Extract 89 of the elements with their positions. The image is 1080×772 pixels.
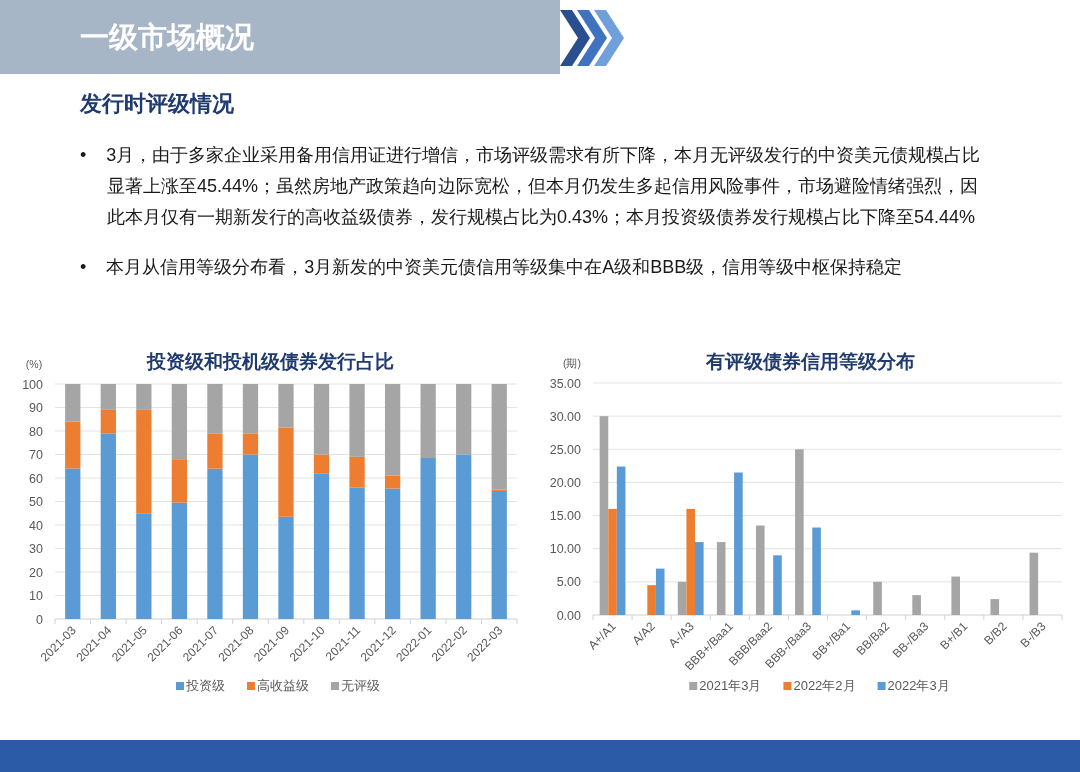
bar	[278, 384, 294, 428]
bar	[420, 458, 436, 619]
legend-label: 高收益级	[257, 678, 309, 693]
y-tick-label: 0.00	[556, 608, 582, 623]
y-tick-label: 35.00	[549, 376, 582, 391]
y-tick-label: 20	[29, 565, 44, 580]
bar	[951, 576, 960, 615]
bar	[773, 555, 782, 615]
bar	[207, 468, 223, 619]
bar	[278, 427, 294, 517]
bar	[1029, 552, 1039, 615]
bar	[100, 433, 116, 619]
text: 一级市场概况	[80, 20, 254, 55]
bar	[171, 502, 188, 619]
legend-label: 2021年3月	[699, 678, 762, 693]
bar	[65, 384, 81, 422]
bar	[647, 585, 656, 615]
bar	[100, 384, 116, 410]
y-axis-title: (期)	[563, 357, 581, 369]
text: 发行时评级情况	[80, 90, 234, 118]
y-tick-label: 10	[29, 589, 44, 603]
legend-label: 投资级	[185, 678, 225, 693]
chart-title: 有评级债券信用等级分布	[704, 351, 915, 372]
y-tick-label: 5.00	[556, 575, 582, 590]
y-tick-label: 10.00	[549, 542, 582, 557]
bar	[716, 542, 726, 615]
y-tick-label: 25.00	[549, 442, 582, 457]
bar	[207, 433, 223, 469]
bar	[599, 416, 609, 615]
legend-label: 2022年2月	[793, 678, 856, 693]
y-tick-label: 100	[22, 377, 44, 392]
y-tick-label: 40	[29, 518, 44, 533]
y-tick-label: 20.00	[549, 475, 582, 490]
bar	[242, 433, 259, 455]
y-tick-label: 0	[36, 612, 44, 627]
bar	[100, 409, 116, 434]
bar	[851, 610, 860, 615]
bar	[456, 454, 472, 619]
bar	[734, 472, 743, 615]
text: • 本月从信用等级分布看，3月新发的中资美元债信用等级集中在A级和BBB级，信用等级中枢保持稳定	[80, 256, 904, 279]
bar	[491, 384, 507, 490]
bar	[912, 595, 921, 615]
bar	[65, 468, 81, 619]
y-tick-label: 60	[29, 471, 44, 486]
bar	[313, 454, 330, 474]
bar	[695, 542, 704, 615]
y-tick-label: 50	[29, 495, 44, 509]
bar	[491, 490, 507, 619]
bar	[420, 384, 436, 459]
bar	[990, 599, 1000, 615]
y-tick-label: 90	[29, 401, 44, 415]
bar	[384, 384, 401, 476]
y-tick-label: 70	[29, 448, 44, 462]
y-axis-title: (%)	[25, 358, 43, 370]
bar	[616, 466, 626, 615]
bar	[313, 473, 330, 619]
bar	[608, 508, 617, 615]
bar	[812, 527, 821, 615]
legend-label: 2022年3月	[887, 678, 950, 693]
bar	[136, 513, 152, 619]
bar	[313, 384, 330, 455]
bar	[349, 384, 365, 457]
bar	[384, 475, 401, 489]
y-tick-label: 30	[29, 542, 44, 556]
bar	[349, 487, 365, 619]
bar	[136, 409, 152, 514]
chart-title: 投资级和投机级债券发行占比	[145, 351, 394, 372]
bar	[655, 568, 665, 615]
bar	[349, 456, 365, 488]
bar	[65, 421, 81, 469]
legend-label: 无评级	[341, 678, 380, 693]
bar	[795, 449, 804, 615]
y-tick-label: 80	[29, 424, 44, 439]
bar	[456, 384, 472, 455]
bar	[242, 454, 259, 619]
y-tick-label: 15.00	[549, 509, 582, 524]
bar	[207, 384, 223, 434]
bar	[755, 525, 765, 615]
bar	[873, 581, 882, 615]
bar	[242, 384, 259, 434]
bar	[384, 488, 401, 619]
y-tick-label: 30.00	[549, 409, 582, 424]
bar	[171, 384, 188, 460]
bar	[278, 516, 294, 619]
bar	[171, 459, 188, 503]
text: • 3月，由于多家企业采用备用信用证进行增信，市场评级需求有所下降，本月无评级发行的中资美元债规模占比显著上涨至45.44%；虽然房地产政策趋向边际宽松，但本月仍发生多起信用风险事件，市场避险情绪强烈，因此本月仅有一期新发行的高收益级债券，发行规模占比为0.43%；本月投资级债券发行规模占比下降至54.44%	[80, 144, 982, 229]
bar	[677, 581, 687, 615]
bar	[136, 384, 152, 410]
bar	[686, 508, 696, 615]
